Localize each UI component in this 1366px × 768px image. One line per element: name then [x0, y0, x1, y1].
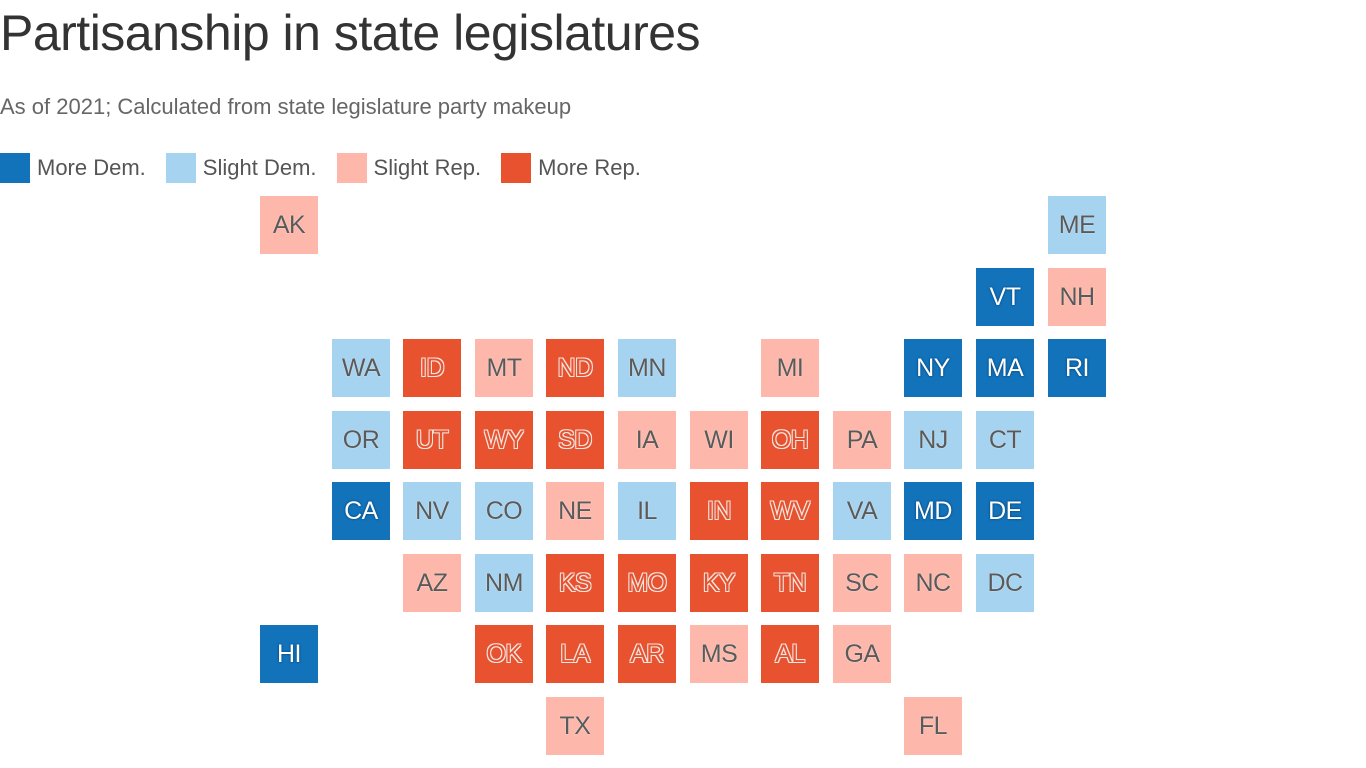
legend-swatch-more-rep	[501, 153, 532, 183]
state-tile-pa: PA	[833, 411, 891, 469]
legend-label-more-rep: More Rep.	[538, 155, 641, 180]
state-tile-tx: TX	[546, 697, 604, 755]
state-tile-nd: ND	[546, 339, 604, 397]
state-tile-ma: MA	[976, 339, 1034, 397]
state-tile-nm: NM	[475, 554, 533, 612]
state-tile-nv: NV	[403, 482, 461, 540]
state-tile-ga: GA	[833, 625, 891, 683]
legend-item-slight-rep: Slight Rep.	[336, 153, 482, 183]
state-tile-mt: MT	[475, 339, 533, 397]
state-tile-nc: NC	[904, 554, 962, 612]
state-tile-md: MD	[904, 482, 962, 540]
state-tile-mi: MI	[761, 339, 819, 397]
state-tile-co: CO	[475, 482, 533, 540]
legend-label-more-dem: More Dem.	[37, 155, 146, 180]
state-tile-az: AZ	[403, 554, 461, 612]
legend-item-more-dem: More Dem.	[0, 153, 146, 183]
state-tile-wv: WV	[761, 482, 819, 540]
state-tile-ne: NE	[546, 482, 604, 540]
state-tile-ky: KY	[690, 554, 748, 612]
state-tile-nh: NH	[1048, 268, 1106, 326]
state-tile-sc: SC	[833, 554, 891, 612]
state-tile-ia: IA	[618, 411, 676, 469]
legend-swatch-slight-dem	[165, 153, 196, 183]
state-tile-wa: WA	[332, 339, 390, 397]
state-tile-ct: CT	[976, 411, 1034, 469]
state-tile-mn: MN	[618, 339, 676, 397]
state-tile-la: LA	[546, 625, 604, 683]
state-tile-or: OR	[332, 411, 390, 469]
state-tile-nj: NJ	[904, 411, 962, 469]
page-title: Partisanship in state legislatures	[0, 5, 701, 61]
state-tile-ks: KS	[546, 554, 604, 612]
state-tile-wy: WY	[475, 411, 533, 469]
state-tile-dc: DC	[976, 554, 1034, 612]
state-tile-wi: WI	[690, 411, 748, 469]
state-tile-va: VA	[833, 482, 891, 540]
state-tile-ms: MS	[690, 625, 748, 683]
state-tile-ny: NY	[904, 339, 962, 397]
legend-label-slight-rep: Slight Rep.	[373, 155, 482, 180]
state-tile-ak: AK	[260, 196, 318, 254]
state-tile-ca: CA	[332, 482, 390, 540]
state-tile-sd: SD	[546, 411, 604, 469]
state-tile-fl: FL	[904, 697, 962, 755]
state-tile-ok: OK	[475, 625, 533, 683]
state-tile-me: ME	[1048, 196, 1106, 254]
state-tile-al: AL	[761, 625, 819, 683]
state-tile-in: IN	[690, 482, 748, 540]
state-tile-oh: OH	[761, 411, 819, 469]
legend-swatch-more-dem	[0, 153, 30, 183]
state-tile-tn: TN	[761, 554, 819, 612]
state-tile-vt: VT	[976, 268, 1034, 326]
state-tile-ut: UT	[403, 411, 461, 469]
legend-item-more-rep: More Rep.	[501, 153, 641, 183]
state-tile-de: DE	[976, 482, 1034, 540]
legend-label-slight-dem: Slight Dem.	[202, 155, 317, 180]
state-tile-id: ID	[403, 339, 461, 397]
state-tile-il: IL	[618, 482, 676, 540]
state-tile-ri: RI	[1048, 339, 1106, 397]
legend-swatch-slight-rep	[336, 153, 367, 183]
state-tile-ar: AR	[618, 625, 676, 683]
legend-item-slight-dem: Slight Dem.	[165, 153, 317, 183]
page-subtitle: As of 2021; Calculated from state legisl…	[0, 94, 572, 119]
state-tile-hi: HI	[260, 625, 318, 683]
state-tile-mo: MO	[618, 554, 676, 612]
legend: More Dem. Slight Dem. Slight Rep. More R…	[0, 153, 661, 183]
